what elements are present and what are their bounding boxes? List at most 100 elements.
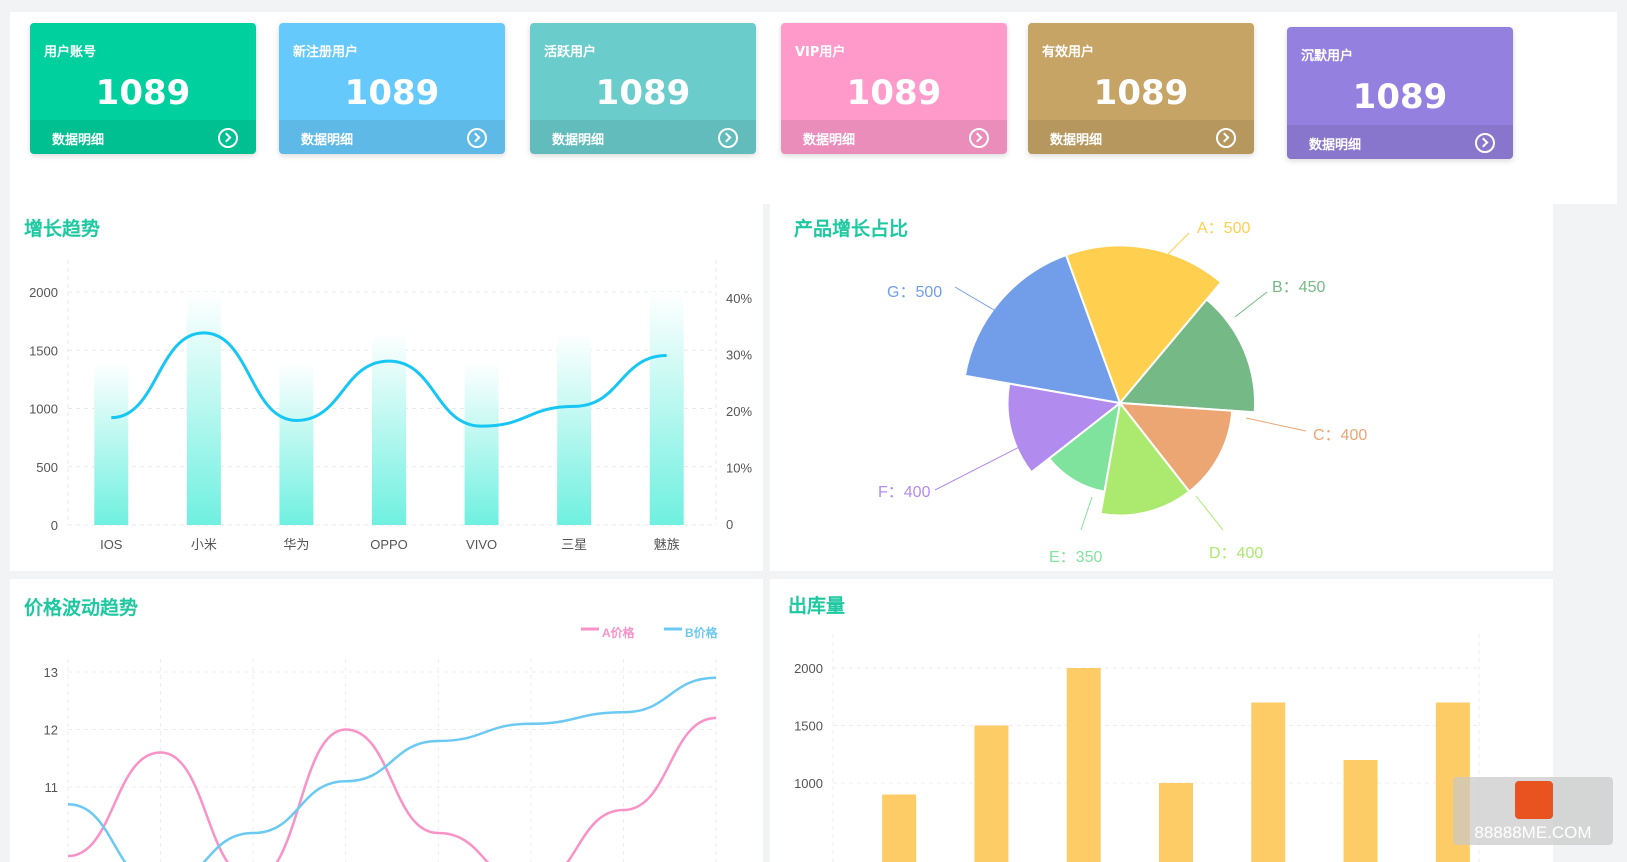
stat-card-footer[interactable]: 数据明细: [1028, 120, 1254, 154]
y-tick-label: 500: [36, 460, 58, 475]
y-tick-label: 0: [51, 518, 58, 533]
stat-card-3[interactable]: VIP用户 1089 数据明细: [781, 23, 1007, 154]
pie-slice-A: [1064, 244, 1223, 405]
pie-label-D: D：400: [1209, 545, 1263, 562]
x-tick-label: OPPO: [370, 537, 408, 552]
stat-card-detail-link[interactable]: 数据明细: [52, 133, 105, 148]
bar-魅族: [649, 292, 684, 525]
growth-trend-title: 增长趋势: [24, 218, 101, 240]
stat-card-detail-link[interactable]: 数据明细: [552, 133, 605, 148]
watermark-logo-icon: [1515, 781, 1553, 819]
stat-card-4[interactable]: 有效用户 1089 数据明细: [1028, 23, 1254, 154]
pie-label-C: C：400: [1313, 427, 1367, 444]
y-tick-label: 1000: [794, 776, 823, 791]
x-tick-label: IOS: [100, 537, 123, 552]
y-tick-label: 1500: [29, 343, 58, 358]
stat-card-value: 1089: [1352, 77, 1448, 117]
outbound-bar-1: [974, 725, 1009, 862]
y-tick-label: 2000: [794, 661, 823, 676]
y2-tick-label: 0: [726, 517, 733, 532]
chevron-right-circle-icon[interactable]: [1216, 128, 1236, 148]
stat-card-0[interactable]: 用户账号 1089 数据明细: [30, 23, 256, 154]
x-tick-label: 三星: [561, 537, 587, 552]
stat-card-value: 1089: [344, 73, 440, 113]
y2-tick-label: 40%: [726, 291, 752, 306]
product-share-panel: 产品增长占比 A：500 B：450 C：400 D：400 E：350 F：400 G：5…: [770, 200, 1553, 571]
price-trend-panel: 价格波动趋势 11 12 13 A价格 B价格: [10, 579, 763, 862]
bar-OPPO: [372, 332, 406, 525]
y-tick-label: 11: [45, 780, 59, 795]
chevron-right-circle-icon[interactable]: [1475, 133, 1495, 153]
pie-slice-D: [1099, 400, 1191, 517]
stat-card-title: 新注册用户: [293, 45, 359, 60]
y2-tick-label: 20%: [726, 404, 752, 419]
legend-label: A价格: [602, 625, 636, 640]
stat-card-footer[interactable]: 数据明细: [530, 120, 756, 154]
product-share-chart: A：500 B：450 C：400 D：400 E：350 F：400 G：500: [878, 220, 1367, 566]
pie-slice-E: [1047, 400, 1122, 493]
chevron-right-circle-icon[interactable]: [467, 128, 487, 148]
x-tick-label: 华为: [283, 537, 309, 552]
pie-label-E: E：350: [1049, 549, 1102, 566]
pie-label-line: [934, 437, 1038, 491]
stat-card-title: 活跃用户: [544, 45, 597, 60]
outbound-bar-4: [1251, 702, 1286, 862]
x-tick-label: VIVO: [466, 537, 497, 552]
stat-card-title: 沉默用户: [1301, 49, 1354, 64]
outbound-bar-0: [882, 794, 917, 862]
pie-label-F: F：400: [878, 484, 931, 501]
bar-IOS: [94, 361, 129, 525]
y-tick-label: 12: [44, 723, 58, 738]
bar-华为: [279, 361, 314, 525]
growth-trend-chart: 0 500 1000 1500 2000 0 10% 20% 30% 40% IOS 小米 华为 OPPO…: [29, 260, 752, 552]
stat-card-5[interactable]: 沉默用户 1089 数据明细: [1287, 27, 1513, 159]
stat-card-footer[interactable]: 数据明细: [781, 120, 1007, 154]
chevron-right-circle-icon[interactable]: [718, 128, 738, 148]
bar-VIVO: [464, 361, 499, 525]
stat-card-detail-link[interactable]: 数据明细: [301, 133, 354, 148]
stat-card-1[interactable]: 新注册用户 1089 数据明细: [279, 23, 505, 154]
outbound-title: 出库量: [788, 595, 846, 617]
stat-card-title: 有效用户: [1042, 45, 1095, 60]
x-tick-label: 魅族: [654, 537, 680, 552]
pie-label-line: [1234, 291, 1268, 318]
outbound-bar-2: [1066, 668, 1101, 862]
stat-card-2[interactable]: 活跃用户 1089 数据明细: [530, 23, 756, 154]
stat-card-value: 1089: [846, 73, 942, 113]
price-trend-chart: 11 12 13 A价格 B价格: [44, 625, 719, 862]
growth-line: [111, 331, 667, 428]
stat-card-detail-link[interactable]: 数据明细: [803, 133, 856, 148]
stat-card-detail-link[interactable]: 数据明细: [1050, 133, 1103, 148]
stat-card-value: 1089: [1093, 73, 1189, 113]
chevron-right-circle-icon[interactable]: [969, 128, 989, 148]
growth-trend-panel: 增长趋势 0 500 1000 1500 2000 0 10% 20% 30% 40% IOS 小米 华…: [10, 200, 763, 571]
bar-小米: [186, 292, 221, 525]
y-tick-label: 1000: [29, 402, 58, 417]
x-tick-label: 小米: [191, 537, 217, 552]
stat-card-detail-link[interactable]: 数据明细: [1309, 138, 1362, 153]
pie-label-A: A：500: [1197, 220, 1250, 237]
pie-label-G: G：500: [887, 284, 942, 301]
stat-card-footer[interactable]: 数据明细: [30, 120, 256, 154]
stat-card-title: VIP用户: [795, 45, 846, 60]
product-share-title: 产品增长占比: [794, 218, 909, 240]
price-line-0: [67, 716, 717, 862]
pie-label-line: [1245, 417, 1307, 432]
legend-label: B价格: [685, 625, 719, 640]
pie-label-line: [954, 286, 1034, 334]
stat-card-footer[interactable]: 数据明细: [1287, 125, 1513, 159]
outbound-bar-3: [1159, 783, 1193, 862]
chevron-right-circle-icon[interactable]: [218, 128, 238, 148]
y-tick-label: 1500: [794, 719, 823, 734]
stat-card-title: 用户账号: [44, 45, 97, 60]
pie-label-line: [1167, 232, 1190, 255]
pie-slice-B: [1117, 298, 1256, 414]
stat-card-footer[interactable]: 数据明细: [279, 120, 505, 154]
bar-三星: [557, 332, 592, 525]
y-tick-label: 2000: [29, 285, 58, 300]
watermark-text: 88888ME.COM: [1474, 823, 1592, 842]
outbound-bar-5: [1343, 760, 1378, 862]
stat-card-value: 1089: [95, 73, 191, 113]
pie-label-B: B：450: [1272, 279, 1325, 296]
y-tick-label: 13: [44, 665, 58, 680]
